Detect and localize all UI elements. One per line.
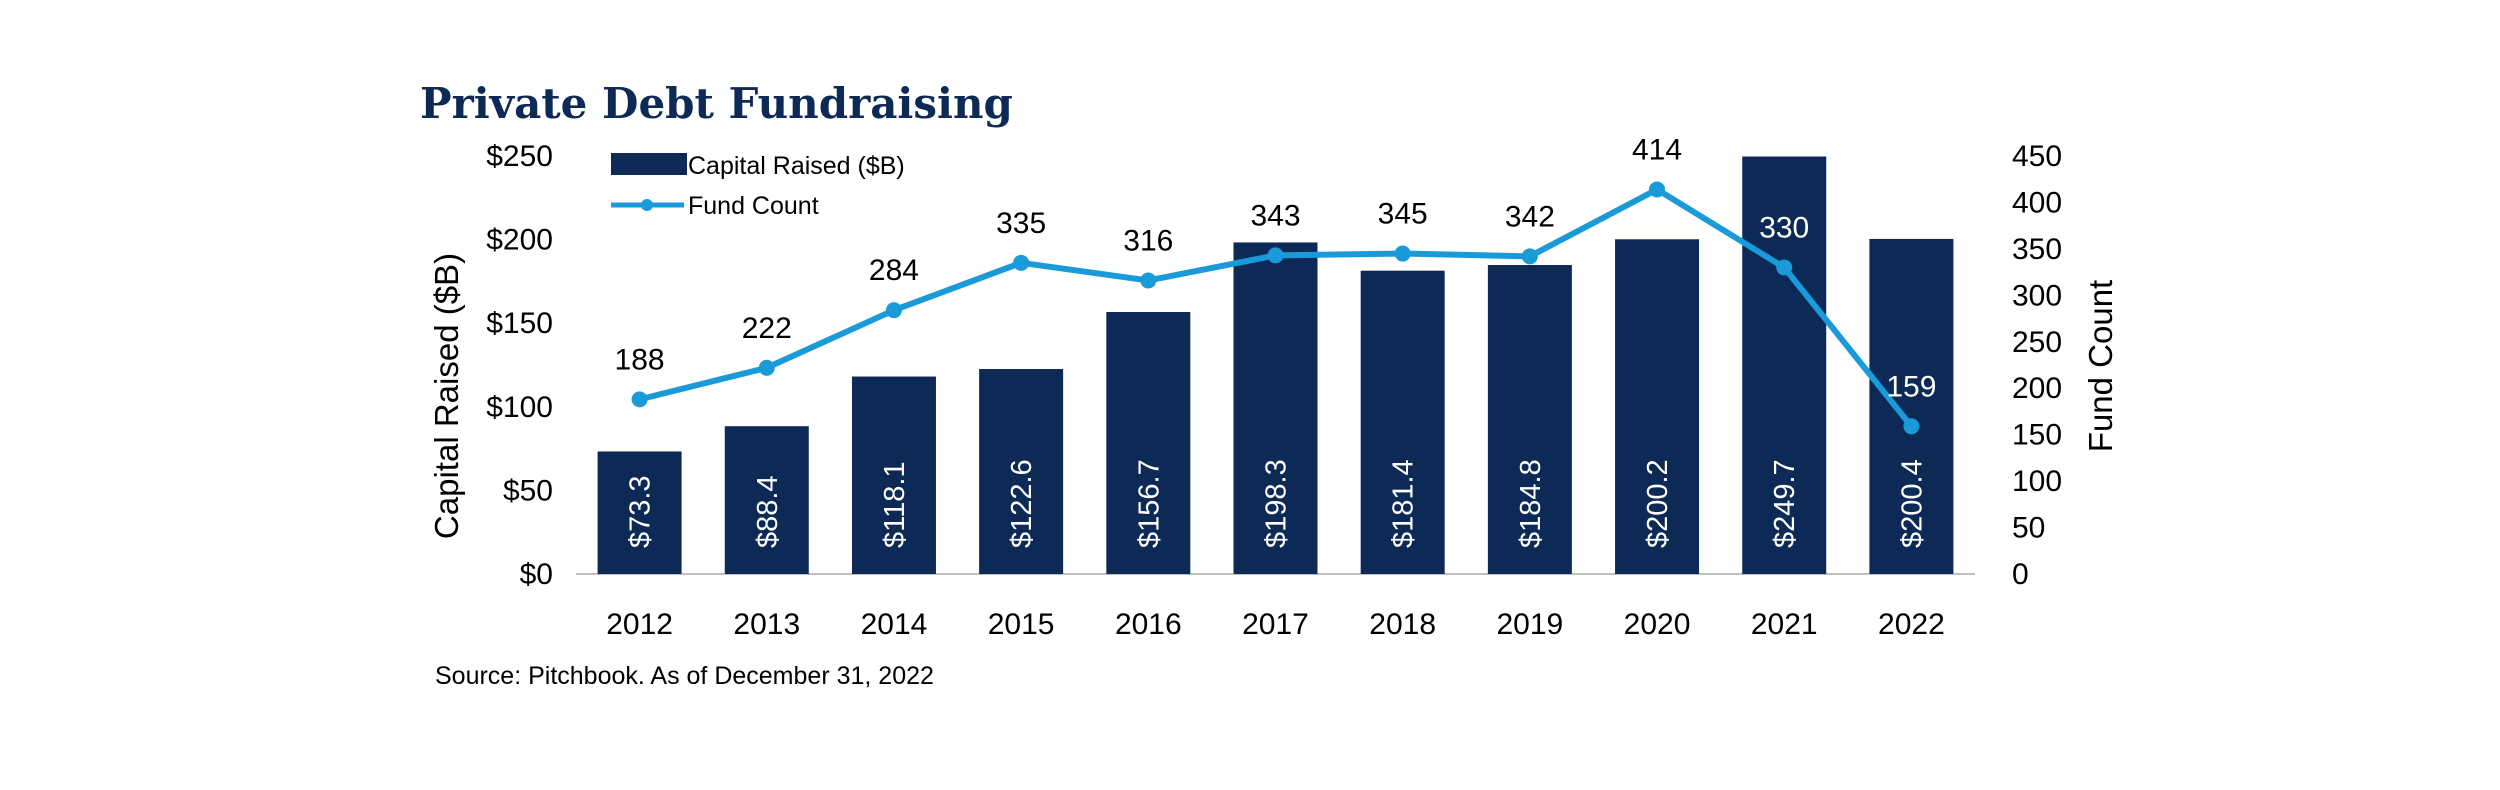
y2-tick-label: 350 [2012,233,2062,266]
legend-swatch-bar [611,153,687,175]
line-point [1903,418,1920,435]
line-point [1649,181,1666,198]
bar [1360,270,1445,574]
bar-series: $73.3 $88.4 $118.1 $122.6 $156.7 $198.3 $181.4… [597,156,1954,575]
line-point-label: 414 [1632,133,1682,166]
legend-swatch-marker [641,199,653,211]
bar [1869,238,1954,574]
y-axis-title: Capital Raised ($B) [428,253,465,539]
bar [1487,265,1572,574]
line-point-label: 188 [615,343,665,376]
line-point [1267,247,1284,264]
line-point-label: 345 [1378,198,1428,231]
chart-title: Private Debt Fundraising [420,79,1013,128]
right-axis: 0 50 100 150 200 250 300 350 400 450 [2012,140,2062,591]
line-point [885,302,902,319]
y2-tick-label: 200 [2012,372,2062,405]
line-point [1140,272,1157,289]
y2-tick-label: 100 [2012,465,2062,498]
line-point [1521,248,1538,265]
x-tick-label: 2014 [861,608,928,641]
legend: Capital Raised ($B) Fund Count [611,152,905,220]
x-tick-label: 2022 [1878,608,1945,641]
line-point-label: 342 [1505,200,1555,233]
bar-value-label: $118.1 [879,461,911,548]
x-tick-label: 2012 [606,608,673,641]
line-point [758,359,775,376]
x-tick-label: 2015 [988,608,1055,641]
bar-value-label: $73.3 [625,475,657,548]
y-tick-label: $50 [503,474,553,507]
bar [1742,156,1827,575]
y2-tick-label: 400 [2012,186,2062,219]
bar-value-label: $122.6 [1006,459,1038,548]
bar-value-label: $249.7 [1769,459,1801,548]
bar-value-label: $198.3 [1261,459,1293,548]
x-tick-label: 2018 [1369,608,1436,641]
line-point-label: 335 [996,207,1046,240]
y2-tick-label: 50 [2012,512,2045,545]
bar-value-label: $156.7 [1133,459,1165,548]
y-tick-label: $250 [486,140,553,173]
y2-tick-label: 0 [2012,558,2029,591]
bar [1233,242,1318,575]
legend-label-line: Fund Count [688,192,819,220]
line-point [1013,254,1030,271]
bar [724,426,809,574]
bar [1106,311,1191,574]
bar [979,369,1064,574]
source-note: Source: Pitchbook. As of December 31, 20… [435,662,934,690]
y2-axis-title: Fund Count [2082,280,2119,452]
x-tick-label: 2019 [1496,608,1563,641]
x-tick-label: 2013 [733,608,800,641]
bar-value-label: $88.4 [752,475,784,548]
line-series: 188 222 284 335 316 343 345 342 414 330 159 [615,133,1936,435]
legend-label-bar: Capital Raised ($B) [688,152,905,180]
y-tick-label: $0 [520,558,553,591]
bar-value-label: $184.8 [1515,459,1547,548]
x-tick-label: 2021 [1751,608,1818,641]
bar [1615,239,1700,574]
y-tick-label: $100 [486,391,553,424]
bar-value-label: $181.4 [1388,459,1420,548]
y-tick-label: $200 [486,224,553,257]
line-point [631,391,648,408]
bar [597,451,682,574]
bar [851,376,936,574]
x-tick-label: 2017 [1242,608,1309,641]
line-point-label: 284 [869,254,919,287]
line-point-label: 343 [1250,199,1300,232]
line-point [1776,259,1793,276]
bar-value-label: $200.4 [1896,459,1928,548]
y-tick-label: $150 [486,307,553,340]
x-tick-label: 2016 [1115,608,1182,641]
x-axis: 2012 2013 2014 2015 2016 2017 2018 2019 2020 2021… [576,573,1975,641]
line-point-label: 316 [1123,224,1173,257]
left-axis: $0 $50 $100 $150 $200 $250 [486,140,553,591]
x-tick-label: 2020 [1624,608,1691,641]
line-point-label: 222 [742,312,792,345]
line-point-label: 159 [1886,370,1936,403]
y2-tick-label: 450 [2012,140,2062,173]
y2-tick-label: 150 [2012,419,2062,452]
line-point [1394,245,1411,262]
y2-tick-label: 300 [2012,279,2062,312]
line-point-label: 330 [1759,211,1809,244]
bar-value-label: $200.2 [1642,459,1674,548]
y2-tick-label: 250 [2012,326,2062,359]
